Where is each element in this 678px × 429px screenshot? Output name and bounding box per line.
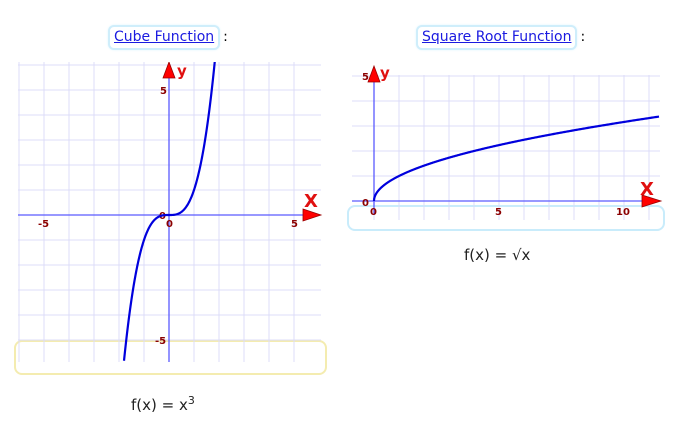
cube-title-group: Cube Function : [108, 25, 228, 50]
cube-tick-x-5: 5 [291, 219, 298, 230]
cube-x-axis-label: X [304, 191, 318, 212]
sqrt-tick-x-10: 10 [616, 207, 630, 218]
sqrt-x-axis-label: X [640, 179, 654, 200]
sqrt-graph-frame [347, 205, 665, 231]
sqrt-title-pill: Square Root Function [416, 25, 578, 50]
sqrt-y-axis-label: y [380, 64, 390, 82]
cube-formula-exponent: 3 [187, 394, 195, 407]
sqrt-y-arrow-icon [367, 64, 381, 83]
cube-title-pill: Cube Function [108, 25, 221, 50]
cube-tick-y-5: 5 [160, 86, 167, 97]
sqrt-tick-x-0: 0 [370, 207, 377, 218]
cube-tick-y-neg5: -5 [155, 336, 166, 347]
cube-y-arrow-icon [162, 62, 176, 79]
sqrt-tick-y-5: 5 [362, 72, 369, 83]
sqrt-tick-y-0: 0 [362, 198, 369, 209]
cube-formula: f(x) = x3 [131, 394, 195, 414]
sqrt-tick-x-5: 5 [495, 207, 502, 218]
cube-curve [122, 62, 216, 361]
cube-graph: X y -5 0 5 5 0 -5 [18, 62, 323, 362]
cube-function-link[interactable]: Cube Function [114, 29, 215, 45]
sqrt-title-group: Square Root Function : [416, 25, 585, 50]
cube-x-arrow-icon [302, 208, 323, 222]
sqrt-curve [372, 115, 660, 201]
cube-tick-x-0: 0 [166, 219, 173, 230]
cube-y-axis-label: y [177, 62, 187, 80]
sqrt-formula: f(x) = √x [464, 246, 531, 264]
sqrt-graph: X y 5 0 0 5 10 [352, 64, 663, 220]
cube-tick-x-neg5: -5 [38, 219, 49, 230]
cube-formula-base: f(x) = x [131, 396, 188, 414]
sqrt-x-arrow-icon [641, 194, 663, 208]
sqrt-title-colon: : [580, 29, 586, 45]
cube-graph-frame [14, 340, 327, 375]
sqrt-grid [352, 75, 660, 220]
square-root-function-link[interactable]: Square Root Function [422, 29, 572, 45]
cube-title-colon: : [223, 29, 228, 45]
